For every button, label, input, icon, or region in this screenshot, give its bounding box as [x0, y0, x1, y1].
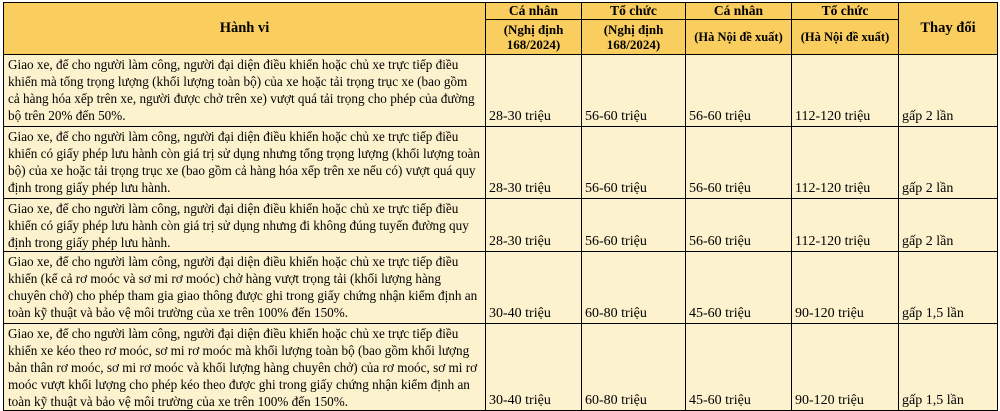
- fine-individual-decree-cell: 28-30 triệu: [485, 54, 582, 127]
- fine-organization-decree-cell: 60-80 triệu: [581, 323, 686, 411]
- fine-individual-hanoi-cell: 45-60 triệu: [685, 251, 792, 324]
- subheader-decree-2: (Nghị định 168/2024): [581, 19, 686, 55]
- fine-organization-hanoi-cell: 90-120 triệu: [791, 251, 899, 324]
- fine-organization-hanoi-cell: 90-120 triệu: [791, 323, 899, 411]
- header-organization-hanoi: Tổ chức: [791, 2, 899, 20]
- table-row: Giao xe, để cho người làm công, người đạ…: [3, 198, 998, 252]
- change-cell: gấp 1,5 lần: [898, 251, 998, 324]
- fine-organization-decree-cell: 56-60 triệu: [581, 198, 686, 252]
- change-cell: gấp 2 lần: [898, 126, 998, 199]
- fine-organization-decree-cell: 56-60 triệu: [581, 54, 686, 127]
- fines-table: Hành vi Cá nhân Tổ chức Cá nhân Tổ chức …: [3, 2, 998, 411]
- change-cell: gấp 2 lần: [898, 198, 998, 252]
- table-row: Giao xe, để cho người làm công, người đạ…: [3, 251, 998, 324]
- header-behavior: Hành vi: [3, 2, 486, 55]
- header-row-sub: (Nghị định 168/2024) (Nghị định 168/2024…: [4, 19, 998, 55]
- behavior-cell: Giao xe, để cho người làm công, người đạ…: [3, 198, 486, 252]
- behavior-cell: Giao xe, để cho người làm công, người đạ…: [3, 126, 486, 199]
- header-change: Thay đổi: [898, 2, 998, 55]
- table-row: Giao xe, để cho người làm công, người đạ…: [3, 126, 998, 199]
- header-organization-decree: Tổ chức: [581, 2, 686, 20]
- fine-individual-decree-cell: 30-40 triệu: [485, 251, 582, 324]
- table-row: Giao xe, để cho người làm công, người đạ…: [3, 323, 998, 411]
- header-individual-decree: Cá nhân: [485, 2, 582, 20]
- subheader-hanoi-1: (Hà Nội đề xuất): [685, 19, 792, 55]
- table-row: Giao xe, để cho người làm công, người đạ…: [3, 54, 998, 127]
- fine-organization-hanoi-cell: 112-120 triệu: [791, 54, 899, 127]
- change-cell: gấp 2 lần: [898, 54, 998, 127]
- header-row-top: Hành vi Cá nhân Tổ chức Cá nhân Tổ chức …: [3, 2, 998, 55]
- change-cell: gấp 1,5 lần: [898, 323, 998, 411]
- fine-individual-hanoi-cell: 56-60 triệu: [685, 198, 792, 252]
- header-individual-hanoi: Cá nhân: [685, 2, 792, 20]
- fines-table-container: Hành vi Cá nhân Tổ chức Cá nhân Tổ chức …: [3, 2, 998, 411]
- fine-organization-hanoi-cell: 112-120 triệu: [791, 126, 899, 199]
- fine-organization-decree-cell: 56-60 triệu: [581, 126, 686, 199]
- subheader-decree-1: (Nghị định 168/2024): [485, 19, 582, 55]
- fine-individual-hanoi-cell: 56-60 triệu: [685, 54, 792, 127]
- fine-individual-decree-cell: 28-30 triệu: [485, 198, 582, 252]
- fine-individual-decree-cell: 30-40 triệu: [485, 323, 582, 411]
- fine-individual-decree-cell: 28-30 triệu: [485, 126, 582, 199]
- behavior-cell: Giao xe, để cho người làm công, người đạ…: [3, 323, 486, 411]
- behavior-cell: Giao xe, để cho người làm công, người đạ…: [3, 251, 486, 324]
- subheader-hanoi-2: (Hà Nội đề xuất): [791, 19, 899, 55]
- fine-individual-hanoi-cell: 56-60 triệu: [685, 126, 792, 199]
- fine-organization-decree-cell: 60-80 triệu: [581, 251, 686, 324]
- fine-individual-hanoi-cell: 45-60 triệu: [685, 323, 792, 411]
- behavior-cell: Giao xe, để cho người làm công, người đạ…: [3, 54, 486, 127]
- fine-organization-hanoi-cell: 112-120 triệu: [791, 198, 899, 252]
